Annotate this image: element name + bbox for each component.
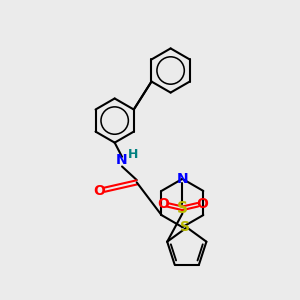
Text: S: S: [177, 201, 188, 216]
Text: N: N: [116, 153, 128, 167]
Text: O: O: [93, 184, 105, 198]
Text: O: O: [157, 197, 169, 211]
Text: S: S: [180, 220, 190, 234]
Text: N: N: [177, 172, 188, 186]
Text: H: H: [128, 148, 138, 161]
Text: O: O: [196, 197, 208, 211]
